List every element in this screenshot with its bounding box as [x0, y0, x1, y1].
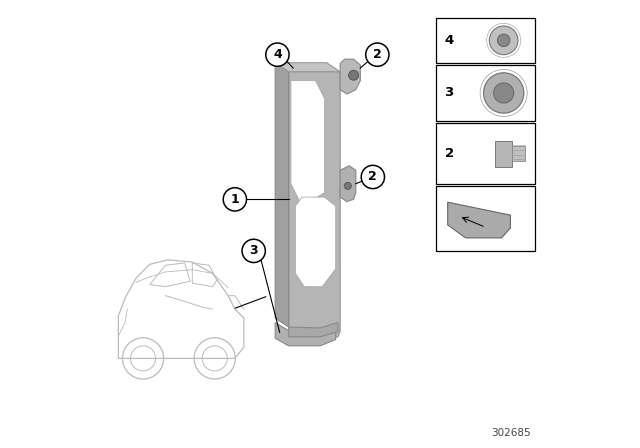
Circle shape — [242, 239, 266, 263]
Bar — [436, 186, 535, 251]
Bar — [436, 18, 535, 63]
Bar — [436, 65, 535, 121]
Polygon shape — [275, 323, 336, 346]
Polygon shape — [275, 63, 289, 327]
Circle shape — [497, 34, 510, 47]
Polygon shape — [289, 72, 340, 337]
Circle shape — [344, 182, 351, 190]
Circle shape — [349, 70, 358, 80]
Circle shape — [223, 188, 246, 211]
Text: 3: 3 — [445, 86, 454, 99]
Polygon shape — [340, 166, 356, 202]
Polygon shape — [289, 323, 338, 337]
Polygon shape — [275, 63, 340, 72]
Text: 4: 4 — [273, 48, 282, 61]
Polygon shape — [340, 59, 360, 94]
Circle shape — [266, 43, 289, 66]
Bar — [512, 146, 525, 161]
Text: 1: 1 — [230, 193, 239, 206]
Text: 2: 2 — [445, 147, 454, 160]
Text: 3: 3 — [250, 244, 258, 258]
Text: 4: 4 — [445, 34, 454, 47]
Circle shape — [490, 26, 518, 55]
Bar — [436, 123, 535, 184]
Text: 2: 2 — [369, 170, 377, 184]
Bar — [495, 142, 512, 167]
Text: 2: 2 — [373, 48, 381, 61]
Circle shape — [493, 83, 514, 103]
Text: 302685: 302685 — [491, 428, 531, 438]
Circle shape — [361, 165, 385, 189]
Circle shape — [365, 43, 389, 66]
Polygon shape — [448, 202, 511, 238]
Polygon shape — [296, 197, 336, 287]
Circle shape — [484, 73, 524, 113]
Polygon shape — [291, 81, 324, 206]
